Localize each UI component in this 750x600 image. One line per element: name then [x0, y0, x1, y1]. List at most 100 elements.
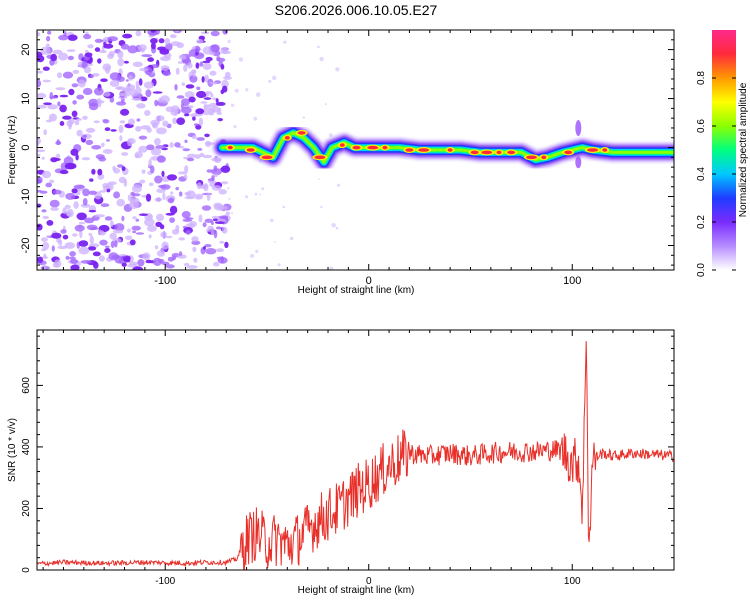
noise-blob: [222, 30, 229, 35]
noise-blob: [189, 75, 198, 83]
noise-blob: [88, 190, 98, 195]
noise-blob: [109, 220, 114, 228]
noise-blob: [176, 95, 185, 99]
noise-blob: [150, 42, 156, 50]
noise-blob: [87, 44, 94, 49]
noise-blob: [81, 157, 91, 161]
noise-blob: [196, 182, 202, 190]
noise-blob: [219, 240, 225, 244]
y-tick-label: 400: [21, 438, 32, 455]
noise-blob: [154, 175, 163, 184]
noise-blob: [138, 145, 148, 153]
noise-blob: [174, 84, 178, 91]
noise-blob: [184, 165, 189, 173]
noise-blob: [204, 91, 212, 95]
noise-blob: [176, 42, 184, 49]
noise-blob: [103, 43, 114, 49]
noise-blob: [169, 217, 176, 223]
ridge-spread: [575, 120, 582, 136]
noise-blob: [109, 96, 115, 103]
noise-dot: [227, 39, 231, 44]
noise-blob: [192, 246, 197, 253]
noise-blob: [76, 118, 82, 121]
noise-blob: [197, 148, 203, 151]
noise-blob: [113, 168, 121, 174]
noise-blob: [195, 108, 205, 115]
noise-blob: [66, 211, 72, 217]
x-tick-label: 100: [563, 275, 581, 287]
noise-blob: [91, 145, 102, 150]
noise-blob: [104, 245, 110, 248]
noise-blob: [62, 71, 74, 79]
noise-blob: [148, 234, 152, 239]
noise-blob: [217, 118, 223, 122]
noise-blob: [210, 93, 214, 98]
noise-blob: [204, 133, 210, 138]
noise-blob: [156, 155, 166, 163]
y-tick-label: 10: [20, 92, 32, 104]
noise-blob: [53, 158, 61, 161]
noise-blob: [146, 144, 155, 151]
noise-blob: [166, 174, 178, 181]
noise-blob: [88, 209, 97, 213]
noise-dot: [302, 116, 305, 119]
y-tick-label: -10: [20, 189, 32, 205]
noise-blob: [177, 61, 183, 64]
snr-frame: [36, 329, 675, 571]
noise-blob: [51, 232, 62, 239]
ridge-peak: [447, 148, 453, 152]
noise-blob: [211, 175, 215, 181]
noise-blob: [89, 235, 95, 244]
noise-dot: [329, 266, 334, 270]
noise-blob: [164, 38, 171, 45]
noise-blob: [160, 231, 168, 238]
noise-blob: [75, 153, 79, 161]
noise-dot: [233, 125, 237, 129]
noise-blob: [41, 170, 52, 179]
noise-blob: [101, 142, 105, 147]
noise-blob: [64, 204, 71, 210]
noise-blob: [76, 212, 87, 221]
noise-blob: [76, 94, 85, 100]
noise-blob: [71, 83, 79, 88]
noise-blob: [135, 125, 142, 132]
spectrogram-xlabel: Height of straight line (km): [298, 285, 415, 296]
ridge-peak: [470, 150, 479, 155]
noise-blob: [184, 191, 192, 196]
noise-blob: [96, 98, 102, 102]
noise-blob: [49, 96, 59, 99]
noise-blob: [220, 63, 225, 70]
noise-blob: [159, 48, 170, 55]
noise-blob: [170, 109, 179, 116]
y-tick-label: 0: [21, 567, 32, 573]
ridge-peak: [246, 148, 255, 152]
noise-blob: [192, 116, 196, 121]
noise-blob: [104, 248, 111, 253]
noise-blob: [69, 251, 76, 257]
noise-blob: [51, 245, 55, 252]
noise-blob: [139, 213, 148, 216]
noise-blob: [85, 139, 94, 146]
noise-blob: [99, 239, 108, 246]
noise-blob: [142, 252, 151, 261]
noise-blob: [121, 152, 129, 156]
noise-blob: [194, 193, 204, 199]
snr-line-layer: [37, 341, 674, 570]
noise-blob: [183, 64, 188, 72]
ridge-peak: [367, 145, 379, 150]
noise-blob: [78, 240, 89, 247]
noise-blob: [198, 117, 204, 127]
noise-blob: [139, 67, 149, 72]
noise-blob: [183, 174, 188, 180]
noise-blob: [150, 147, 162, 156]
noise-blob: [37, 149, 46, 153]
noise-blob: [191, 236, 199, 242]
noise-blob: [213, 165, 218, 172]
ridge-peak: [496, 150, 502, 155]
noise-blob: [136, 118, 141, 122]
noise-blob: [117, 58, 125, 67]
noise-blob: [117, 164, 124, 168]
noise-blob: [104, 65, 111, 74]
noise-blob: [104, 216, 113, 221]
noise-blob: [94, 87, 104, 96]
